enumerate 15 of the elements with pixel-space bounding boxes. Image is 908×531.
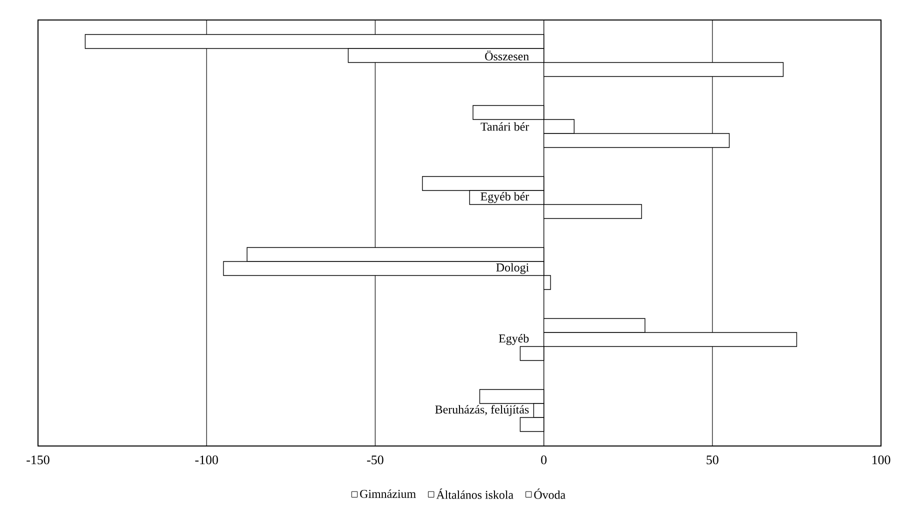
y-tick-label: Összesen bbox=[485, 50, 529, 60]
legend-label: Általános iskola bbox=[436, 488, 514, 499]
x-tick-label: -100 bbox=[195, 456, 218, 464]
legend-label: Óvoda bbox=[534, 488, 566, 499]
x-tick-label: 100 bbox=[872, 456, 890, 464]
y-tick-label: Beruházás, felújítás bbox=[435, 405, 529, 416]
y-tick-label: Dologi bbox=[496, 263, 529, 274]
y-tick-label: Egyéb bér bbox=[480, 192, 530, 203]
x-tick-label: -50 bbox=[367, 456, 384, 464]
x-tick-label: 50 bbox=[706, 456, 718, 464]
y-tick-label: Tanári bér bbox=[480, 122, 530, 131]
x-tick-label: 0 bbox=[541, 456, 547, 464]
y-tick-label: Egyéb bbox=[498, 334, 529, 345]
x-tick-label: -150 bbox=[26, 456, 50, 464]
legend-label: Gimnázium bbox=[360, 490, 416, 498]
